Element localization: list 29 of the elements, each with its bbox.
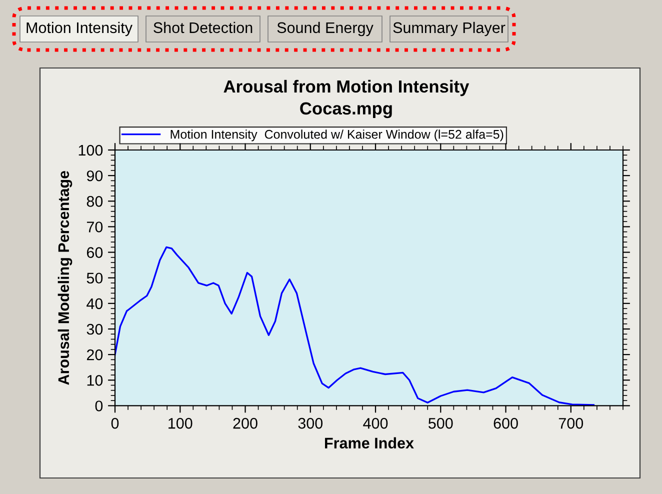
y-tick-label: 100	[78, 144, 103, 156]
x-axis-title: Frame Index	[325, 437, 414, 449]
y-tick-label: 50	[86, 272, 103, 284]
legend-label: Motion Intensity Convoluted w/ Kaiser Window (l=52 alfa=5)	[170, 130, 504, 142]
y-axis-title: Arousal Modeling Percentage	[58, 170, 72, 385]
y-tick-label: 40	[86, 298, 103, 310]
chart-title: Arousal from Motion Intensity	[224, 80, 470, 96]
y-tick-label: 80	[86, 196, 103, 207]
y-tick-label: 10	[87, 375, 103, 386]
x-tick-label: 500	[428, 418, 453, 429]
x-tick-label: 400	[363, 418, 388, 429]
x-tick-label: 100	[168, 418, 192, 429]
y-tick-label: 0	[95, 400, 103, 412]
y-tick-label: 60	[86, 247, 103, 258]
text: Shot Detection	[154, 22, 252, 34]
text: Motion Intensity	[26, 22, 132, 36]
text: Summary Player	[393, 22, 506, 36]
y-tick-label: 70	[86, 222, 103, 232]
x-tick-label: 700	[558, 418, 584, 429]
x-tick-label: 600	[494, 418, 518, 429]
x-tick-label: 200	[233, 418, 258, 429]
line-series	[115, 246, 595, 406]
chart-subtitle: Cocas.mpg	[300, 102, 392, 118]
x-tick-label: 0	[111, 418, 119, 429]
y-tick-label: 90	[86, 170, 103, 182]
x-tick-label: 300	[298, 418, 323, 429]
text: Sound Energy	[277, 22, 374, 36]
y-tick-label: 20	[86, 349, 103, 360]
y-tick-label: 30	[86, 324, 103, 335]
